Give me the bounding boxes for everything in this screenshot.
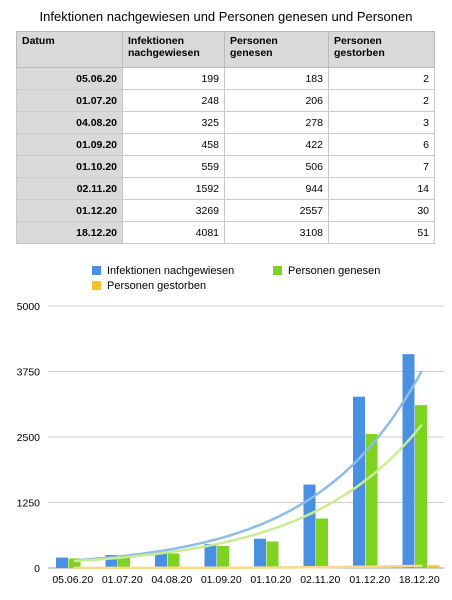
cell-infektionen: 325 [122,111,225,134]
bar-gestorben [427,565,440,568]
cell-infektionen: 248 [122,89,225,112]
bar-infektionen [353,396,365,568]
x-tick-label: 01.09.20 [201,574,242,586]
table-row: 01.10.20 559 506 7 [16,155,435,178]
x-tick-label: 01.10.20 [250,574,291,586]
legend-label-infektionen: Infektionen nachgewiesen [107,265,235,277]
cell-datum: 01.10.20 [16,155,123,178]
bar-chart: 0 1250 2500 3750 5000 05.06.20 01.07.20 04.08.2… [17,301,444,586]
cell-datum: 01.07.20 [16,89,123,112]
data-table: Datum Infektionen nachgewiesen Personen … [16,31,435,244]
cell-infektionen: 3269 [122,199,225,222]
trendline-gestorben [73,564,423,570]
table-body: 05.06.20 199 183 2 01.07.20 248 206 2 04.08.20 32… [16,67,435,244]
x-tick-label: 18.12.20 [399,574,440,586]
x-tick-label: 01.07.20 [102,574,143,586]
header-genesen: Personen genesen [224,31,329,68]
cell-gestorben: 14 [328,177,435,200]
cell-gestorben: 30 [328,199,435,222]
table-row: 04.08.20 325 278 3 [16,111,435,134]
bar-genesen [217,545,229,568]
cell-datum: 01.09.20 [16,133,123,156]
cell-genesen: 422 [224,133,329,156]
bar-genesen [316,518,328,568]
legend-swatch-infektionen [92,266,101,275]
cell-datum: 18.12.20 [16,221,123,244]
legend-item-infektionen: Infektionen nachgewiesen [92,265,234,277]
cell-infektionen: 559 [122,155,225,178]
legend-label-genesen: Personen genesen [288,265,381,277]
cell-gestorben: 51 [328,221,435,244]
y-tick-label: 2500 [17,432,41,444]
bar-genesen [415,405,427,568]
cell-datum: 05.06.20 [16,67,123,90]
legend-swatch-gestorben [92,281,101,290]
x-tick-label: 01.12.20 [349,574,390,586]
cell-gestorben: 7 [328,155,435,178]
table-row: 01.09.20 458 422 6 [16,133,435,156]
cell-genesen: 278 [224,111,329,134]
cell-genesen: 3108 [224,221,329,244]
bar-infektionen [402,354,415,568]
cell-genesen: 2557 [224,199,329,222]
table-row: 02.11.20 1592 944 14 [16,177,435,200]
legend-swatch-genesen [273,266,282,275]
table-header-row: Datum Infektionen nachgewiesen Personen … [16,31,435,68]
y-tick-label: 3750 [17,367,41,379]
cell-genesen: 944 [224,177,329,200]
x-tick-label: 05.06.20 [52,574,93,586]
bar-infektionen [204,544,217,568]
table-row: 18.12.20 4081 3108 51 [16,221,435,244]
bar-genesen [68,558,81,568]
trendline-infektionen [73,370,423,562]
legend-item-genesen: Personen genesen [273,265,380,277]
cell-infektionen: 1592 [122,177,225,200]
bar-genesen [365,434,378,568]
cell-datum: 01.12.20 [16,199,123,222]
y-tick-label: 1250 [17,498,41,510]
cell-gestorben: 6 [328,133,435,156]
bar-infektionen [254,538,266,568]
trendline-genesen [73,424,423,563]
x-tick-label: 04.08.20 [151,574,192,586]
header-gestorben: Personen gestorben [328,31,435,68]
header-datum: Datum [16,31,123,68]
cell-gestorben: 2 [328,67,435,90]
cell-infektionen: 458 [122,133,225,156]
bar-genesen [266,541,279,568]
cell-infektionen: 199 [122,67,225,90]
bar-infektionen [155,550,167,568]
y-tick-label: 5000 [17,301,41,313]
header-infektionen: Infektionen nachgewiesen [122,31,225,68]
table-row: 05.06.20 199 183 2 [16,67,435,90]
cell-datum: 02.11.20 [16,177,123,200]
legend-item-gestorben: Personen gestorben [92,280,206,292]
cell-gestorben: 3 [328,111,435,134]
cell-genesen: 206 [224,89,329,112]
bar-genesen [167,553,180,568]
bar-infektionen [303,484,316,568]
cell-datum: 04.08.20 [16,111,123,134]
table-row: 01.07.20 248 206 2 [16,89,435,112]
table-title: Infektionen nachgewiesen und Personen ge… [39,9,413,24]
y-tick-label: 0 [34,563,40,575]
x-tick-label: 02.11.20 [300,574,340,586]
cell-gestorben: 2 [328,89,435,112]
cell-genesen: 506 [224,155,329,178]
cell-genesen: 183 [224,67,329,90]
bar-infektionen [56,557,68,568]
bar-genesen [118,557,130,568]
legend-label-gestorben: Personen gestorben [107,280,207,292]
table-row: 01.12.20 3269 2557 30 [16,199,435,222]
cell-infektionen: 4081 [122,221,225,244]
